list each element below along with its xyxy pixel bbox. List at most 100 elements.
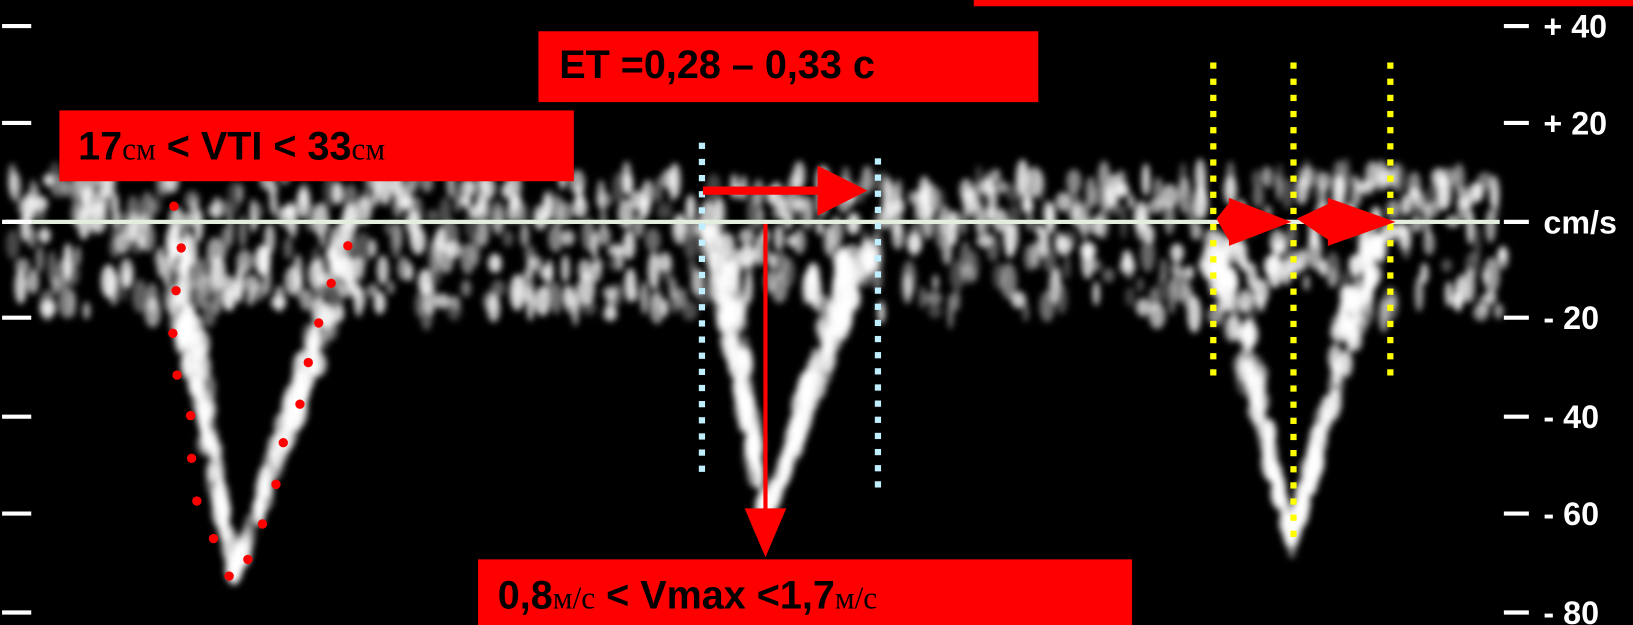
dot — [1290, 272, 1296, 278]
dot — [1290, 385, 1296, 391]
speckle — [236, 183, 243, 203]
dot — [699, 336, 705, 342]
scale-label: cm/s — [1543, 204, 1617, 240]
dot — [1210, 321, 1216, 327]
et-label: ET =0,28 – 0,33 c — [559, 43, 875, 87]
speckle — [1328, 267, 1337, 287]
dot — [875, 465, 881, 471]
speckle — [261, 464, 273, 499]
speckle — [739, 228, 755, 244]
speckle — [783, 258, 795, 287]
dot — [699, 207, 705, 213]
speckle — [299, 289, 313, 311]
speckle — [1034, 171, 1045, 201]
speckle — [855, 245, 872, 280]
dot — [1210, 95, 1216, 101]
speckle — [1410, 216, 1423, 232]
speckle — [1320, 395, 1333, 427]
vti-dot — [169, 202, 178, 211]
speckle — [1474, 225, 1481, 262]
speckle — [1483, 257, 1500, 294]
dot — [1387, 240, 1393, 246]
speckle — [461, 280, 471, 297]
dot — [875, 255, 881, 261]
speckle — [27, 227, 36, 249]
speckle — [575, 183, 583, 207]
speckle — [1063, 255, 1070, 280]
dot — [699, 401, 705, 407]
speckle — [269, 447, 286, 470]
speckle — [35, 245, 44, 272]
speckle — [1102, 268, 1115, 283]
speckle — [1317, 172, 1332, 191]
dot — [875, 223, 881, 229]
speckle — [74, 246, 81, 266]
speckle — [290, 393, 308, 427]
dot — [1210, 224, 1216, 230]
vti-dot — [258, 519, 267, 528]
dot — [875, 352, 881, 358]
dot — [1290, 337, 1296, 343]
vti-dot — [168, 329, 177, 338]
speckle — [227, 210, 234, 247]
top-bar — [974, 0, 1633, 6]
speckle — [392, 224, 403, 249]
dot — [1387, 143, 1393, 149]
speckle — [682, 301, 698, 321]
speckle — [1066, 169, 1081, 193]
speckle — [1056, 283, 1068, 314]
dot — [699, 159, 705, 165]
speckle — [952, 290, 960, 312]
dot — [699, 288, 705, 294]
speckle — [1295, 496, 1312, 513]
dot — [1290, 305, 1296, 311]
speckle — [194, 208, 203, 242]
dot — [875, 336, 881, 342]
vmax-part: 0,8 — [498, 573, 553, 617]
speckle — [503, 230, 514, 247]
speckle — [1252, 185, 1264, 208]
dot — [1210, 176, 1216, 182]
dot — [1387, 127, 1393, 133]
speckle — [793, 161, 805, 190]
speckle — [283, 237, 292, 259]
speckle — [1252, 170, 1263, 189]
speckle — [1367, 234, 1382, 258]
speckle — [145, 297, 161, 327]
speckle — [1124, 253, 1134, 281]
speckle — [572, 293, 579, 326]
vti-dot — [243, 555, 252, 564]
vti-dot — [172, 370, 181, 379]
speckle — [805, 197, 813, 231]
speckle — [928, 305, 942, 318]
speckle — [1136, 298, 1151, 316]
speckle — [374, 292, 386, 315]
speckle — [1393, 164, 1407, 194]
speckle — [641, 281, 648, 315]
speckle — [622, 161, 632, 194]
speckle — [272, 196, 278, 218]
dot — [1210, 256, 1216, 262]
speckle — [149, 198, 162, 214]
speckle — [377, 255, 389, 285]
dot — [1387, 208, 1393, 214]
speckle — [1353, 278, 1362, 310]
vti-dot — [271, 480, 280, 489]
vmax-part: м/с — [553, 580, 595, 615]
speckle — [83, 302, 91, 320]
speckle — [1420, 263, 1429, 284]
speckle — [211, 480, 229, 513]
speckle — [642, 179, 655, 206]
speckle — [561, 255, 570, 283]
speckle — [40, 300, 56, 317]
speckle — [1127, 194, 1134, 209]
dot — [1387, 95, 1393, 101]
dot — [1387, 369, 1393, 375]
dot — [1387, 63, 1393, 69]
speckle — [1246, 360, 1255, 397]
dot — [1210, 337, 1216, 343]
speckle — [1149, 302, 1166, 329]
speckle — [967, 250, 979, 282]
dot — [1210, 305, 1216, 311]
speckle — [991, 169, 1001, 183]
